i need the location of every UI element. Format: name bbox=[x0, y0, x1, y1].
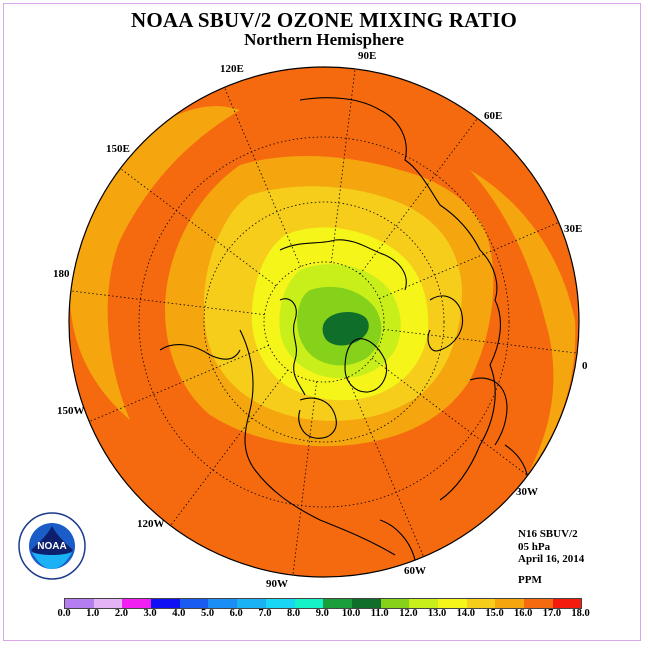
lon-label-90w: 90W bbox=[266, 578, 288, 590]
logo-text: NOAA bbox=[37, 541, 66, 552]
lon-label-120e: 120E bbox=[220, 63, 244, 75]
colorbar-segment bbox=[437, 599, 467, 608]
colorbar-tick-label: 3.0 bbox=[143, 608, 157, 619]
meridian-line bbox=[330, 68, 356, 263]
lon-label-150e: 150E bbox=[106, 143, 130, 155]
colorbar-segment bbox=[93, 599, 123, 608]
meridian-line bbox=[170, 369, 289, 526]
colorbar-tick-label: 12.0 bbox=[399, 608, 418, 619]
colorbar-segment bbox=[351, 599, 381, 608]
lon-label-30w: 30W bbox=[516, 486, 538, 498]
lat-circle-80 bbox=[263, 261, 385, 383]
lon-label-30e: 30E bbox=[564, 223, 583, 235]
colorbar-segment bbox=[552, 599, 582, 608]
units-label: PPM bbox=[518, 574, 542, 586]
colorbar-tick-label: 13.0 bbox=[427, 608, 447, 619]
coast-hudson bbox=[298, 397, 337, 439]
colorbar-segment bbox=[524, 599, 553, 608]
field-15-band-east bbox=[470, 170, 576, 470]
pressure-level-label: 05 hPa bbox=[518, 540, 551, 553]
colorbar-tick-label: 10.0 bbox=[341, 608, 361, 619]
lon-label-180: 180 bbox=[53, 268, 70, 280]
info-block: N16 SBUV/2 05 hPa April 16, 2014 bbox=[518, 528, 584, 566]
page-subtitle: Northern Hemisphere bbox=[244, 30, 404, 49]
colorbar-tick-label: 16.0 bbox=[514, 608, 533, 619]
meridian-line bbox=[359, 118, 478, 275]
colorbar-segment bbox=[179, 599, 209, 608]
colorbar-tick-label: 5.0 bbox=[200, 608, 215, 619]
colorbar-segment bbox=[409, 599, 438, 608]
meridian-line bbox=[347, 377, 425, 557]
colorbar-segment bbox=[208, 599, 238, 608]
meridian-line bbox=[371, 357, 528, 476]
lat-circle-40 bbox=[138, 136, 510, 508]
colorbar-tick-label: 14.0 bbox=[456, 608, 475, 619]
colorbar-segment bbox=[323, 599, 352, 608]
colorbar-tick-label: 18.0 bbox=[571, 608, 590, 619]
colorbar-tick-label: 6.0 bbox=[229, 608, 243, 619]
meridian-line bbox=[89, 345, 269, 423]
colorbar-tick-label: 0.0 bbox=[57, 608, 71, 619]
colorbar-segment bbox=[265, 599, 295, 608]
lon-label-60e: 60E bbox=[484, 110, 503, 122]
coastlines bbox=[159, 97, 529, 577]
coast-eurasia bbox=[299, 97, 501, 501]
colorbar-segment bbox=[65, 599, 94, 608]
colorbar-tick-label: 9.0 bbox=[315, 608, 329, 619]
lon-label-120w: 120W bbox=[137, 518, 165, 530]
colorbar-tick-label: 8.0 bbox=[287, 608, 301, 619]
colorbar-segment bbox=[466, 599, 496, 608]
map-boundary bbox=[68, 66, 580, 578]
colorbar-segment bbox=[380, 599, 410, 608]
coast-canada-arctic bbox=[279, 298, 306, 396]
lat-circle-60 bbox=[203, 201, 445, 443]
ozone-field bbox=[69, 67, 579, 577]
meridian-line bbox=[70, 290, 265, 316]
colorbar-segment bbox=[122, 599, 152, 608]
lon-label-150w: 150W bbox=[57, 405, 85, 417]
meridian-line bbox=[383, 328, 578, 354]
meridian-line bbox=[223, 87, 301, 267]
coast-europe bbox=[469, 377, 508, 446]
colorbar-tick-label: 2.0 bbox=[114, 608, 128, 619]
colorbar-tick-label: 15.0 bbox=[485, 608, 504, 619]
colorbar-segment bbox=[495, 599, 524, 608]
colorbar-tick-label: 17.0 bbox=[542, 608, 562, 619]
noaa-logo: NOAA bbox=[18, 512, 86, 580]
colorbar-tick-label: 1.0 bbox=[86, 608, 100, 619]
colorbar-segment bbox=[237, 599, 266, 608]
colorbar-segment bbox=[294, 599, 324, 608]
coast-alaska bbox=[159, 344, 241, 360]
coast-greenland bbox=[344, 338, 387, 393]
colorbar-ticks: 0.0 1.0 2.0 3.0 4.0 5.0 6.0 7.0 8.0 9.0 10.0 11.0 12… bbox=[0, 608, 648, 622]
meridian-line bbox=[379, 221, 559, 299]
page-title: NOAA SBUV/2 OZONE MIXING RATIO bbox=[131, 8, 517, 32]
meridian-line bbox=[292, 381, 318, 576]
field-10 bbox=[322, 312, 369, 346]
graticule bbox=[70, 68, 578, 576]
colorbar-tick-label: 4.0 bbox=[172, 608, 186, 619]
colorbar bbox=[64, 598, 583, 609]
date-label: April 16, 2014 bbox=[518, 553, 585, 565]
coast-arctic-siberia bbox=[279, 239, 407, 291]
colorbar-tick-label: 11.0 bbox=[370, 608, 389, 619]
meridian-line bbox=[120, 168, 277, 287]
lon-label-90e: 90E bbox=[358, 50, 377, 62]
figure-frame bbox=[3, 3, 641, 641]
colorbar-tick-label: 7.0 bbox=[258, 608, 272, 619]
lon-label-0: 0 bbox=[582, 360, 588, 372]
field-15-band-west bbox=[70, 106, 240, 420]
coast-scandinavia bbox=[427, 295, 464, 352]
colorbar-segment bbox=[151, 599, 180, 608]
coast-north-america bbox=[239, 329, 396, 556]
lon-label-60w: 60W bbox=[404, 565, 426, 577]
satellite-label: N16 SBUV/2 bbox=[518, 528, 578, 540]
